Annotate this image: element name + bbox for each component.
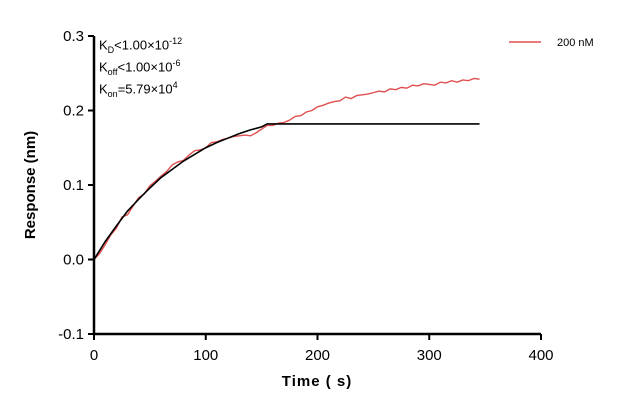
kon-value: =5.79×10 — [117, 81, 173, 97]
series-line-200nm — [93, 77, 480, 260]
koff-value: <1.00×10 — [117, 59, 173, 75]
kon-k: K — [99, 81, 108, 97]
kon-exp: 4 — [172, 80, 178, 90]
kd-value: <1.00×10 — [114, 37, 170, 53]
y-tick-label: 0.1 — [63, 177, 84, 194]
fit-line — [93, 123, 480, 260]
x-tick-label: 400 — [528, 347, 553, 364]
x-tick-label: 300 — [417, 347, 442, 364]
kd-sub: D — [107, 44, 115, 55]
y-tick-label: 0.3 — [63, 28, 84, 45]
y-axis-title: Response (nm) — [22, 131, 39, 239]
x-tick-label: 200 — [305, 347, 330, 364]
kon-sub: on — [107, 88, 118, 99]
koff-k: K — [99, 59, 108, 75]
x-tick-label: 0 — [90, 347, 98, 364]
kd-k: K — [99, 37, 108, 53]
kd-exp: -12 — [169, 36, 183, 46]
y-tick-label: 0.2 — [63, 103, 84, 120]
koff-sub: off — [107, 66, 118, 77]
y-tick-label: 0.0 — [63, 252, 84, 269]
x-tick-label: 100 — [193, 347, 218, 364]
annotation-koff: Koff<1.00×10-6 — [99, 59, 180, 77]
annotation-kon: Kon=5.79×104 — [99, 81, 178, 99]
x-axis-title: Time ( s) — [282, 373, 352, 390]
koff-exp: -6 — [172, 58, 181, 68]
y-tick-label: -0.1 — [58, 326, 84, 343]
legend-label: 200 nM — [557, 37, 594, 49]
annotation-kd: KD<1.00×10-12 — [99, 37, 182, 55]
